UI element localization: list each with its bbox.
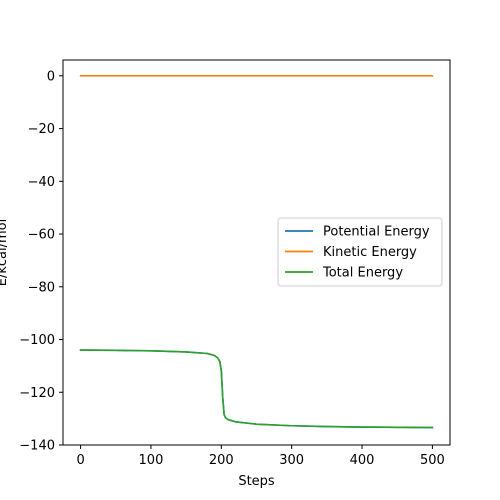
y-tick-label: −80 — [28, 280, 55, 295]
x-tick-label: 100 — [139, 453, 164, 468]
legend-label: Total Energy — [322, 266, 403, 281]
y-tick-label: −140 — [19, 439, 55, 454]
x-tick-label: 500 — [420, 453, 445, 468]
y-tick-label: −60 — [28, 228, 55, 243]
x-axis-label: Steps — [238, 474, 275, 489]
legend-label: Kinetic Energy — [323, 245, 417, 260]
x-tick-label: 200 — [209, 453, 234, 468]
x-tick-label: 400 — [350, 453, 375, 468]
y-axis-label: E/kcal/mol — [0, 219, 10, 286]
legend-box — [277, 217, 443, 287]
y-tick-label: −120 — [19, 386, 55, 401]
axes: 0 100 200 300 400 500 0 −20 −40 −60 −80 −100 −120 −14… — [19, 59, 451, 468]
legend-label: Potential Energy — [323, 225, 430, 240]
series-line-potential-energy — [79, 349, 434, 429]
x-tick-label: 0 — [76, 453, 84, 468]
y-tick-label: −40 — [28, 175, 55, 190]
series-line-total-energy — [79, 349, 434, 429]
y-tick-label: −100 — [19, 333, 55, 348]
plot-area — [79, 75, 434, 429]
axes-frame — [62, 59, 451, 446]
x-tick-label: 300 — [279, 453, 304, 468]
legend: Potential Energy Kinetic Energy Total Ener… — [277, 217, 443, 287]
y-tick-label: −20 — [28, 122, 55, 137]
y-tick-label: 0 — [47, 69, 55, 84]
